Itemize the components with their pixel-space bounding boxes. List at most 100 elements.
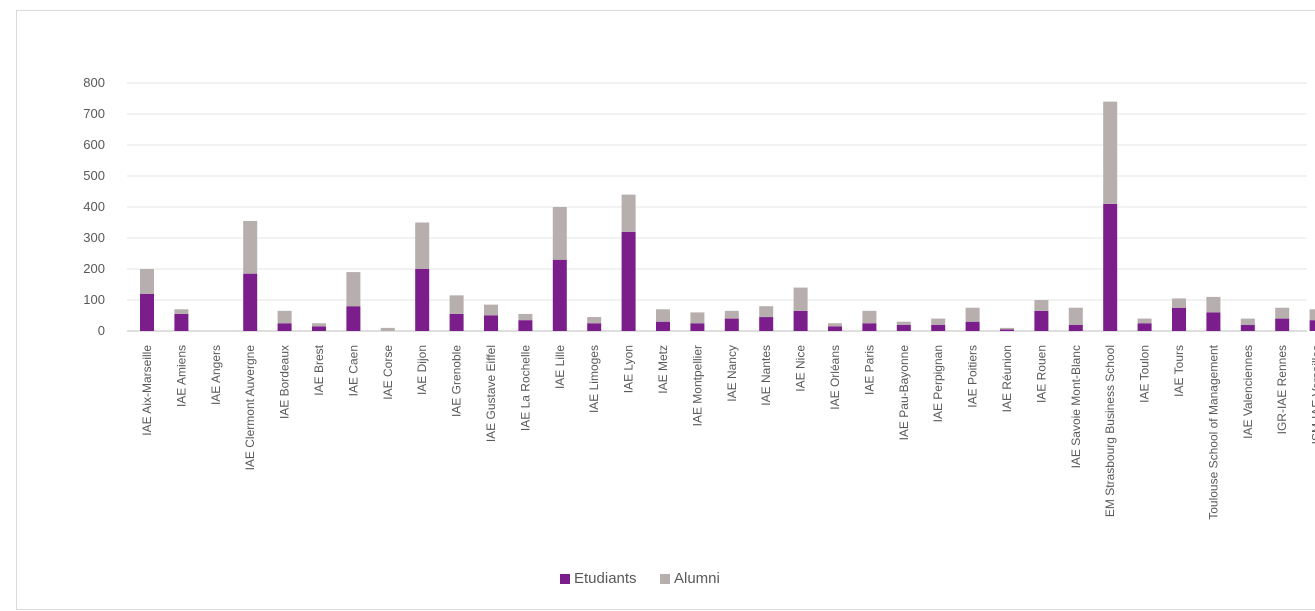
bar-alumni bbox=[140, 269, 154, 294]
x-category-label: IAE Orléans bbox=[828, 345, 842, 410]
bar-alumni bbox=[1137, 318, 1152, 324]
x-category-label: IAE Angers bbox=[209, 345, 223, 405]
bar-etudiants bbox=[1000, 329, 1014, 331]
bar-alumni bbox=[484, 304, 498, 316]
bar-etudiants bbox=[1309, 320, 1315, 331]
x-category-label: IAE Rouen bbox=[1034, 345, 1048, 403]
y-tick-label: 800 bbox=[83, 75, 105, 90]
bar-etudiants bbox=[484, 315, 498, 331]
x-category-label: EM Strasbourg Business School bbox=[1103, 345, 1117, 517]
x-category-label: IAE Metz bbox=[656, 345, 670, 394]
chart-frame: 0 100 200 300 400 500 600 700 800 IAE Aix-Marsei… bbox=[16, 10, 1315, 610]
x-category-label: IAE Nancy bbox=[725, 345, 739, 402]
bar-etudiants bbox=[1137, 323, 1152, 331]
x-category-label: IAE Limoges bbox=[587, 345, 601, 413]
bar-etudiants bbox=[1275, 318, 1290, 331]
legend: Etudiants Alumni bbox=[560, 570, 720, 587]
bar-etudiants bbox=[621, 231, 636, 331]
bar-etudiants bbox=[1034, 310, 1049, 331]
bar-etudiants bbox=[1172, 307, 1186, 331]
x-category-label: IAE Clermont Auvergne bbox=[243, 345, 257, 471]
bar-alumni bbox=[587, 317, 602, 324]
x-category-label: IAE Valenciennes bbox=[1241, 345, 1255, 439]
bar-alumni bbox=[174, 309, 189, 314]
x-category-label: IAE La Rochelle bbox=[518, 345, 532, 431]
bar-alumni bbox=[415, 222, 430, 269]
legend-label-etudiants: Etudiants bbox=[574, 570, 637, 587]
bar-alumni bbox=[724, 310, 739, 319]
bar-alumni bbox=[449, 295, 464, 314]
bar-etudiants bbox=[312, 326, 326, 331]
x-category-label: IAE Montpellier bbox=[690, 345, 704, 426]
x-category-label: IAE Réunion bbox=[1000, 345, 1014, 412]
bar-etudiants bbox=[415, 269, 430, 331]
y-tick-label: 600 bbox=[83, 137, 105, 152]
x-category-label: IAE Brest bbox=[312, 344, 326, 395]
bar-alumni bbox=[1068, 307, 1083, 325]
stacked-bar-chart: 0 100 200 300 400 500 600 700 800 IAE Aix-Marsei… bbox=[83, 75, 1315, 587]
bar-alumni bbox=[1034, 300, 1049, 311]
x-category-label: IAE Corse bbox=[381, 345, 395, 400]
bar-etudiants bbox=[174, 313, 189, 331]
bar-etudiants bbox=[862, 323, 877, 331]
bar-alumni bbox=[1309, 309, 1315, 321]
bar-etudiants bbox=[346, 306, 361, 331]
bar-etudiants bbox=[552, 259, 567, 331]
bar-alumni bbox=[931, 318, 946, 325]
bar-alumni bbox=[346, 272, 361, 307]
x-category-label: IAE Toulon bbox=[1138, 345, 1152, 403]
y-tick-label: 400 bbox=[83, 199, 105, 214]
y-tick-label: 300 bbox=[83, 230, 105, 245]
bar-etudiants bbox=[828, 326, 842, 331]
legend-swatch-alumni bbox=[660, 574, 670, 584]
y-tick-label: 700 bbox=[83, 106, 105, 121]
x-category-label: IAE Poitiers bbox=[966, 345, 980, 408]
bar-etudiants bbox=[277, 323, 292, 331]
bar-etudiants bbox=[518, 320, 533, 331]
bar-alumni bbox=[621, 194, 636, 232]
bar-alumni bbox=[1172, 298, 1186, 308]
x-category-label: IAE Perpignan bbox=[931, 345, 945, 422]
y-tick-label: 500 bbox=[83, 168, 105, 183]
gridlines bbox=[127, 82, 1307, 332]
bar-alumni bbox=[277, 310, 292, 324]
bar-etudiants bbox=[1068, 324, 1083, 331]
bar-alumni bbox=[896, 321, 911, 325]
x-category-label: IAE Tours bbox=[1172, 345, 1186, 397]
legend-label-alumni: Alumni bbox=[674, 570, 720, 587]
x-category-label: IAE Lyon bbox=[622, 345, 636, 393]
bar-alumni bbox=[759, 306, 774, 318]
y-tick-label: 200 bbox=[83, 261, 105, 276]
x-category-label: ISM-IAE Versailles bbox=[1310, 345, 1315, 444]
bar-alumni bbox=[965, 307, 980, 322]
x-category-label: IAE Dijon bbox=[415, 345, 429, 395]
x-category-label: IAE Bordeaux bbox=[278, 345, 292, 419]
x-category-label: IAE Pau-Bayonne bbox=[897, 345, 911, 441]
x-category-label: IGR-IAE Rennes bbox=[1275, 345, 1289, 434]
x-category-label: IAE Amiens bbox=[174, 345, 188, 407]
bar-alumni bbox=[1206, 296, 1221, 313]
bar-etudiants bbox=[656, 321, 670, 331]
bar-alumni bbox=[862, 310, 877, 324]
x-category-label: IAE Grenoble bbox=[450, 345, 464, 417]
bar-etudiants bbox=[931, 324, 946, 331]
bar-alumni bbox=[1103, 101, 1118, 204]
x-category-label: IAE Paris bbox=[862, 345, 876, 395]
bar-etudiants bbox=[965, 321, 980, 331]
bar-etudiants bbox=[1206, 312, 1221, 331]
y-axis-ticks: 0 100 200 300 400 500 600 700 800 bbox=[83, 75, 105, 338]
legend-swatch-etudiants bbox=[560, 574, 570, 584]
x-category-label: IAE Nice bbox=[794, 345, 808, 392]
x-category-label: IAE Lille bbox=[553, 345, 567, 389]
bar-alumni bbox=[1275, 307, 1290, 319]
bars bbox=[140, 101, 1315, 331]
bar-alumni bbox=[380, 327, 395, 331]
bar-etudiants bbox=[449, 313, 464, 331]
bar-alumni bbox=[656, 309, 670, 322]
bar-etudiants bbox=[140, 293, 154, 331]
bar-alumni bbox=[312, 323, 326, 327]
x-category-label: IAE Nantes bbox=[759, 345, 773, 406]
x-category-label: IAE Aix-Marseille bbox=[140, 345, 154, 436]
bar-etudiants bbox=[1103, 203, 1118, 331]
y-tick-label: 100 bbox=[83, 292, 105, 307]
